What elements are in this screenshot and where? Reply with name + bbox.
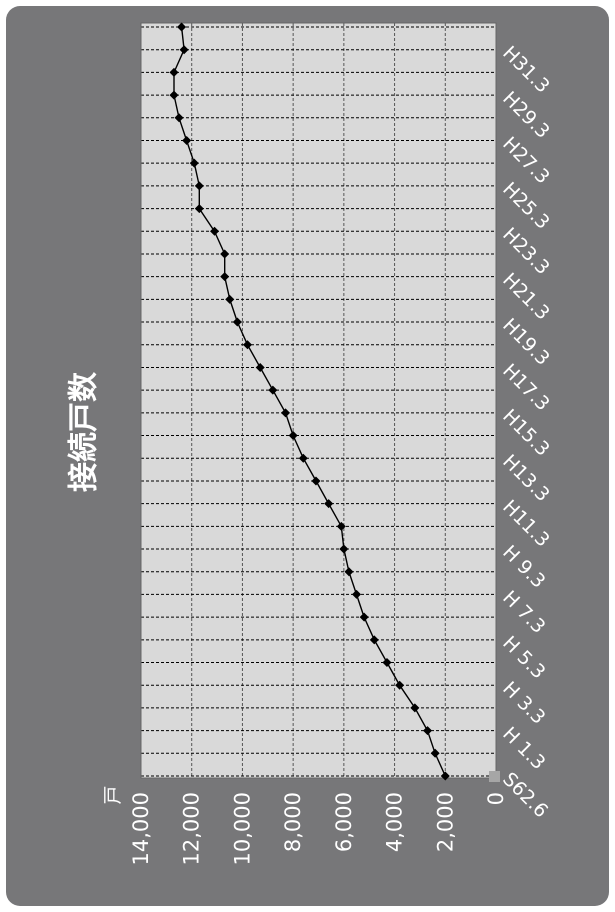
data-point	[189, 158, 199, 168]
data-point	[179, 45, 189, 55]
data-point	[169, 67, 179, 77]
data-point	[359, 612, 369, 622]
data-point	[255, 362, 265, 372]
data-point	[243, 340, 252, 350]
data-point	[174, 113, 184, 123]
y-tick-label: 0	[484, 792, 508, 805]
unit-label: 戸	[102, 785, 124, 804]
data-point	[336, 521, 346, 531]
data-point	[344, 567, 354, 577]
plot-area	[141, 23, 496, 778]
data-point	[298, 453, 308, 463]
data-point	[324, 499, 334, 509]
data-point	[382, 658, 392, 668]
y-tick-label: 14,000	[129, 792, 153, 865]
series-group	[169, 22, 450, 781]
data-point	[311, 476, 321, 486]
series-line	[173, 26, 446, 777]
data-point	[194, 204, 204, 214]
corner-marker	[489, 771, 500, 782]
y-axis-tick-labels: 0 2,000 4,000 6,000 8,000 10,000 12,000 14,000	[129, 792, 508, 865]
y-tick-label: 6,000	[332, 792, 356, 852]
data-point	[410, 703, 420, 713]
y-tick-label: 2,000	[433, 792, 457, 852]
data-point	[220, 249, 230, 259]
y-tick-label: 8,000	[281, 792, 305, 852]
data-point	[210, 226, 220, 236]
grid-lines	[140, 22, 497, 779]
data-point	[225, 294, 235, 304]
data-point	[194, 181, 204, 191]
y-tick-label: 12,000	[180, 792, 204, 865]
data-point	[182, 135, 192, 145]
data-point	[220, 272, 230, 282]
data-point	[369, 635, 379, 645]
y-tick-label: 10,000	[230, 792, 254, 865]
data-point	[281, 408, 291, 418]
data-point	[352, 589, 362, 599]
data-point	[169, 90, 179, 100]
data-point	[430, 748, 440, 758]
chart-title: 接続戸数	[67, 371, 102, 492]
data-point	[423, 726, 433, 736]
data-point	[177, 22, 187, 32]
data-point	[440, 771, 450, 781]
data-point	[232, 317, 242, 327]
plot-border	[140, 22, 497, 779]
data-point	[268, 385, 278, 395]
data-point	[288, 431, 298, 441]
data-point	[339, 544, 349, 554]
data-point	[395, 680, 405, 690]
y-tick-label: 4,000	[383, 792, 407, 852]
